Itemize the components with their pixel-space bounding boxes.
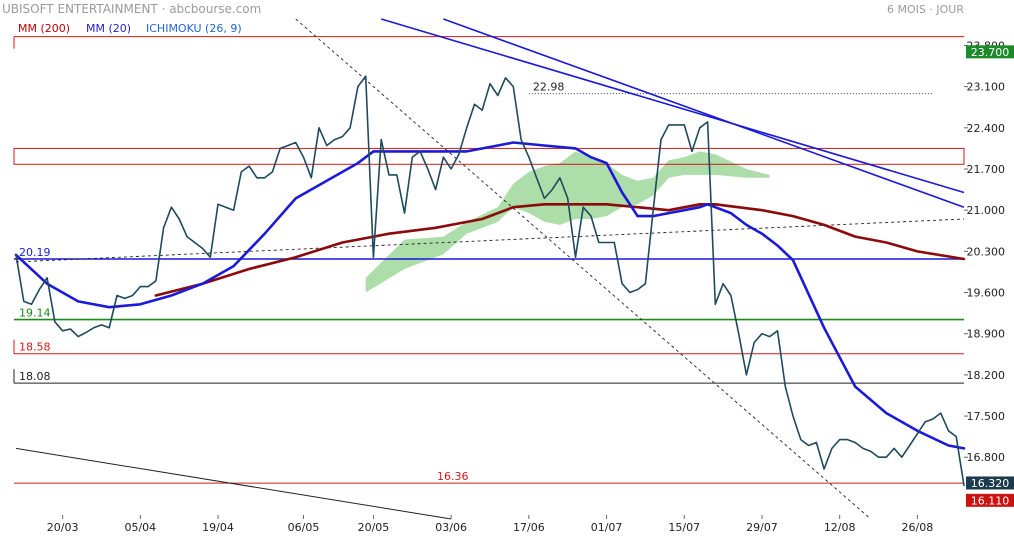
legend-mm20: MM (20) (86, 22, 131, 35)
x-tick-label-1: 05/04 (124, 521, 156, 534)
x-tick-label-10: 12/08 (824, 521, 856, 534)
x-tick-label-8: 15/07 (668, 521, 700, 534)
series-layer (14, 75, 966, 487)
x-tick-label-9: 29/07 (746, 521, 778, 534)
ichimoku-cloud-layer (365, 151, 770, 293)
price-tag-bg-2 (966, 493, 1014, 507)
series-line-price (15, 75, 965, 487)
x-tick-label-6: 17/06 (513, 521, 545, 534)
price-tag-label-0: 23.700 (971, 46, 1010, 59)
price-tag-bg-0 (966, 45, 1014, 59)
x-tick-label-7: 01/07 (591, 521, 623, 534)
trendline-5 (15, 447, 452, 520)
y-tick-label-8: 22.400 (967, 122, 1006, 135)
y-tick-label-4: 19.600 (967, 287, 1006, 300)
x-tick-label-3: 06/05 (288, 521, 320, 534)
series-line-mm200 (154, 203, 966, 297)
level-label-2: 20.19 (19, 246, 51, 259)
price-tag-bg-1 (966, 476, 1014, 490)
level-label-6: 16.36 (437, 470, 469, 483)
period-label: 6 MOIS · JOUR (887, 3, 964, 16)
trendline-1 (15, 218, 965, 263)
y-tick-label-3: 18.900 (967, 328, 1006, 341)
trendline-4 (443, 18, 965, 208)
level-label-5: 18.08 (19, 370, 51, 383)
x-axis: 20/03 05/04 19/04 06/05 20/05 03/06 17/06 01/07… (47, 515, 933, 534)
x-tick-label-4: 20/05 (358, 521, 390, 534)
y-tick-label-9: 23.100 (967, 81, 1006, 94)
x-tick-label-11: 26/08 (902, 521, 934, 534)
legend-ichimoku: ICHIMOKU (26, 9) (146, 22, 242, 35)
price-tag-label-2: 16.110 (971, 494, 1010, 507)
ichimoku-cloud (365, 151, 770, 293)
horizontal-levels-layer: 20.19 19.14 18.58 18.08 16.36 (13, 36, 965, 484)
legend-mm200: MM (200) (18, 22, 70, 35)
y-tick-label-6: 21.000 (967, 204, 1006, 217)
trendline-3 (380, 18, 965, 194)
x-tick-label-2: 19/04 (202, 521, 234, 534)
annotation-high-label: 22.98 (533, 81, 565, 94)
level-label-4: 18.58 (19, 341, 51, 354)
y-axis: 16.800 17.500 18.200 18.900 19.600 20.300 21.0… (964, 39, 1005, 464)
x-tick-label-5: 03/06 (435, 521, 467, 534)
series-line-mm20 (14, 141, 966, 450)
y-tick-label-7: 21.700 (967, 163, 1006, 176)
level-label-3: 19.14 (19, 307, 51, 320)
x-tick-label-0: 20/03 (47, 521, 79, 534)
price-tags-layer: 23.700 16.320 16.110 (966, 45, 1014, 507)
y-tick-label-1: 17.500 (967, 410, 1006, 423)
trendlines-layer: 22.98 (15, 18, 965, 520)
y-tick-label-2: 18.200 (967, 369, 1006, 382)
y-tick-label-0: 16.800 (967, 451, 1006, 464)
trendline-0 (295, 18, 872, 520)
chart-title: UBISOFT ENTERTAINMENT · abcbourse.com (2, 2, 261, 16)
y-tick-label-5: 20.300 (967, 245, 1006, 258)
price-tag-label-1: 16.320 (971, 477, 1010, 490)
